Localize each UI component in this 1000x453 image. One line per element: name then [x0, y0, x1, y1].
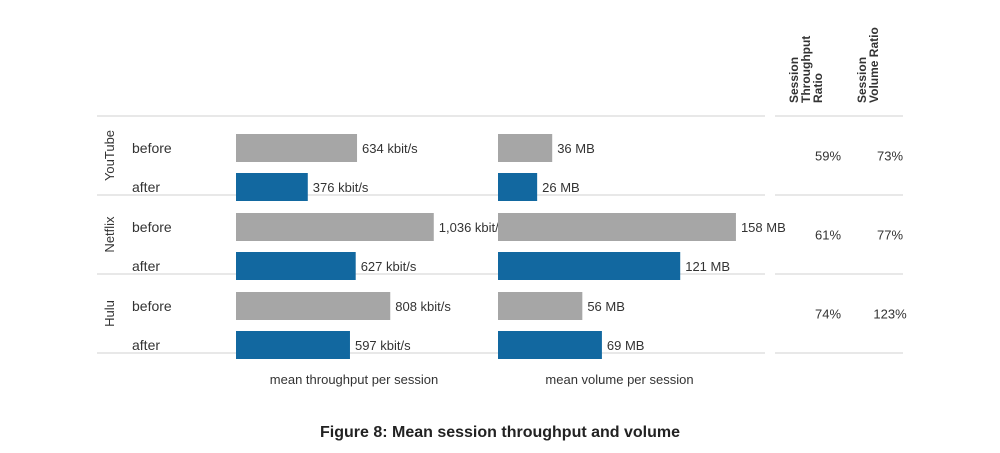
- data-label: 597 kbit/s: [355, 338, 411, 353]
- data-label: 634 kbit/s: [362, 141, 418, 156]
- row-label: after: [132, 258, 160, 274]
- bar-after: [498, 331, 602, 359]
- data-label: 121 MB: [685, 259, 730, 274]
- row-label: after: [132, 179, 160, 195]
- row-label: before: [132, 140, 172, 156]
- bar-before: [236, 134, 358, 162]
- ratio-value: 61%: [815, 228, 841, 243]
- bar-after: [236, 173, 308, 201]
- bar-after: [498, 173, 538, 201]
- bar-after: [498, 252, 681, 280]
- bar-before: [498, 134, 553, 162]
- data-label: 1,036 kbit/s: [439, 220, 506, 235]
- bar-before: [498, 292, 583, 320]
- data-label: 627 kbit/s: [361, 259, 417, 274]
- ratio-column-header: Throughput: [799, 36, 813, 103]
- ratio-column-header: Ratio: [811, 73, 825, 103]
- data-label: 376 kbit/s: [313, 180, 369, 195]
- row-label: before: [132, 219, 172, 235]
- row-label: before: [132, 298, 172, 314]
- bar-before: [498, 213, 736, 241]
- data-label: 69 MB: [607, 338, 645, 353]
- data-label: 56 MB: [587, 299, 625, 314]
- ratio-value: 73%: [877, 149, 903, 164]
- bar-after: [236, 331, 350, 359]
- x-axis-label: mean throughput per session: [270, 372, 438, 387]
- group-label-youtube: YouTube: [102, 130, 117, 181]
- bar-before: [236, 292, 391, 320]
- ratio-column-header: Session: [787, 57, 801, 103]
- data-label: 808 kbit/s: [395, 299, 451, 314]
- ratio-column-header: Session: [855, 57, 869, 103]
- ratio-value: 59%: [815, 149, 841, 164]
- group-label-hulu: Hulu: [102, 300, 117, 327]
- bar-before: [236, 213, 434, 241]
- data-label: 158 MB: [741, 220, 786, 235]
- ratio-value: 123%: [873, 307, 907, 322]
- row-label: after: [132, 337, 160, 353]
- x-axis-label: mean volume per session: [545, 372, 693, 387]
- data-label: 36 MB: [557, 141, 595, 156]
- ratio-column-header: Volume Ratio: [867, 27, 881, 103]
- figure-caption: Figure 8: Mean session throughput and vo…: [319, 424, 681, 441]
- data-label: 26 MB: [542, 180, 580, 195]
- ratio-value: 77%: [877, 228, 903, 243]
- bar-after: [236, 252, 356, 280]
- ratio-value: 74%: [815, 307, 841, 322]
- group-label-netflix: Netflix: [102, 216, 117, 253]
